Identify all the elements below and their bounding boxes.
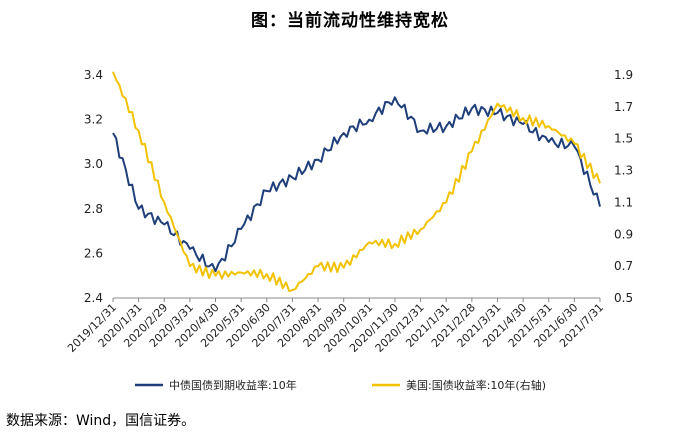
right-tick-label: 1.7: [614, 100, 633, 114]
right-tick-label: 1.3: [614, 164, 633, 178]
right-tick-label: 1.9: [614, 68, 633, 82]
right-tick-label: 0.5: [614, 291, 633, 305]
source-note: 数据来源：Wind，国信证券。: [6, 413, 196, 429]
left-axis-ticks: 2.4 2.6 2.8 3.0 3.2 3.4: [84, 68, 103, 305]
right-tick-label: 0.7: [614, 259, 633, 273]
x-axis-ticks: 2019/12/312020/1/312020/2/292020/3/31202…: [65, 298, 606, 355]
right-tick-label: 0.9: [614, 227, 633, 241]
left-tick-label: 3.4: [84, 68, 103, 82]
chart-legend: 中债国债到期收益率:10年 美国:国债收益率:10年(右轴): [135, 378, 546, 392]
page-title: 图：当前流动性维持宽松: [251, 11, 449, 31]
left-tick-label: 2.6: [84, 246, 103, 260]
legend-label: 美国:国债收益率:10年(右轴): [406, 378, 546, 392]
series-layer: [112, 71, 601, 293]
left-tick-label: 2.4: [84, 291, 103, 305]
left-tick-label: 3.0: [84, 157, 103, 171]
legend-label: 中债国债到期收益率:10年: [169, 378, 297, 392]
left-tick-label: 3.2: [84, 113, 103, 127]
left-tick-label: 2.8: [84, 202, 103, 216]
right-tick-label: 1.5: [614, 132, 633, 146]
series-line-us-10y: [112, 71, 601, 293]
right-tick-label: 1.1: [614, 195, 633, 209]
right-axis-ticks: 0.5 0.7 0.9 1.1 1.3 1.5 1.7 1.9: [614, 68, 633, 305]
